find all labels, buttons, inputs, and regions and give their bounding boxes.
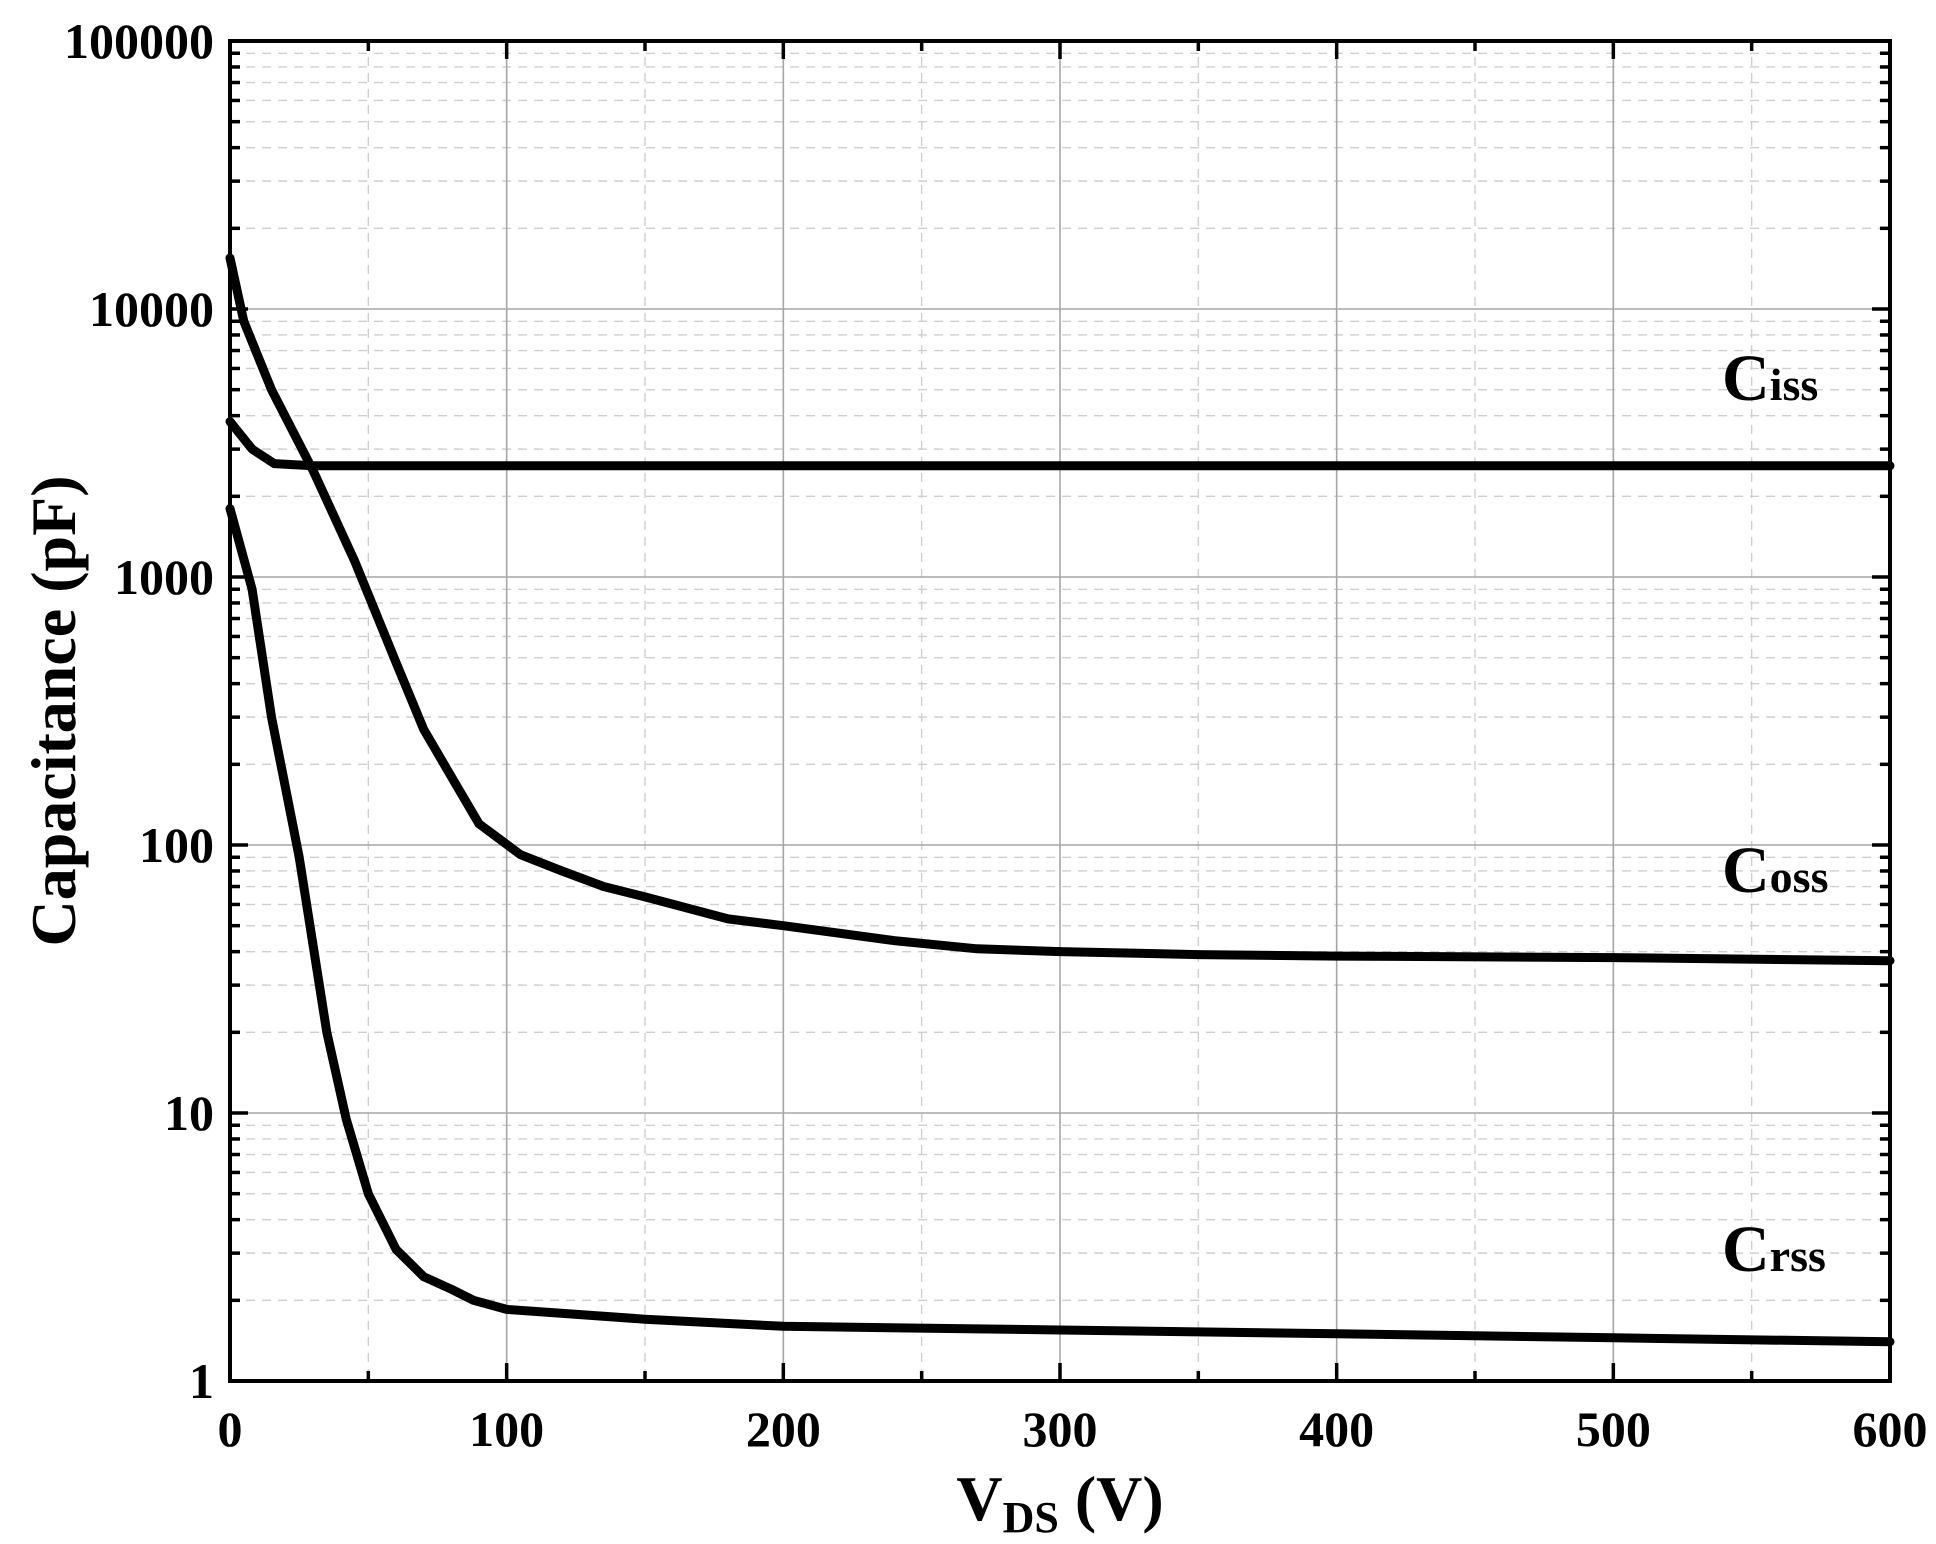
x-axis-title-main: V [956, 1463, 1002, 1534]
label-ciss-sub: iss [1770, 359, 1819, 410]
label-crss-main: C [1722, 1213, 1770, 1286]
x-tick-label: 100 [469, 1401, 544, 1457]
series-line-crss [225, 504, 1895, 1347]
x-tick-label: 400 [1299, 1401, 1374, 1457]
label-crss-sub: rss [1770, 1230, 1826, 1281]
x-tick-label: 200 [746, 1401, 821, 1457]
x-axis-title: VDS (V) [956, 1463, 1163, 1542]
y-tick-label: 1 [189, 1353, 214, 1409]
plot-frame [228, 39, 1892, 1383]
label-ciss-main: C [1722, 342, 1770, 415]
y-tick-label: 100 [139, 817, 214, 873]
x-axis-title-unit: (V) [1059, 1463, 1164, 1534]
label-coss-sub: oss [1770, 851, 1829, 902]
series-lines [225, 253, 1895, 1347]
label-ciss: Ciss [1722, 342, 1818, 415]
series-line-ciss [225, 417, 1895, 471]
label-crss: Crss [1722, 1213, 1826, 1286]
series-line-coss [225, 253, 1895, 966]
y-tick-label: 1000 [114, 549, 214, 605]
label-coss-main: C [1722, 834, 1770, 907]
x-tick-label: 300 [1023, 1401, 1098, 1457]
y-tick-label: 10000 [89, 281, 214, 337]
x-axis-title-sub: DS [1003, 1493, 1059, 1542]
y-axis-title: Capacitance (pF) [18, 475, 89, 946]
y-tick-label: 10 [164, 1085, 214, 1141]
x-tick-labels: 0 100 200 300 400 500 600 [218, 1401, 1928, 1457]
y-tick-labels: 1 10 100 1000 10000 100000 [64, 13, 214, 1409]
label-coss: Coss [1722, 834, 1828, 907]
y-tick-label: 100000 [64, 13, 214, 69]
x-tick-label: 500 [1576, 1401, 1651, 1457]
x-tick-label: 600 [1853, 1401, 1928, 1457]
x-tick-label: 0 [218, 1401, 243, 1457]
